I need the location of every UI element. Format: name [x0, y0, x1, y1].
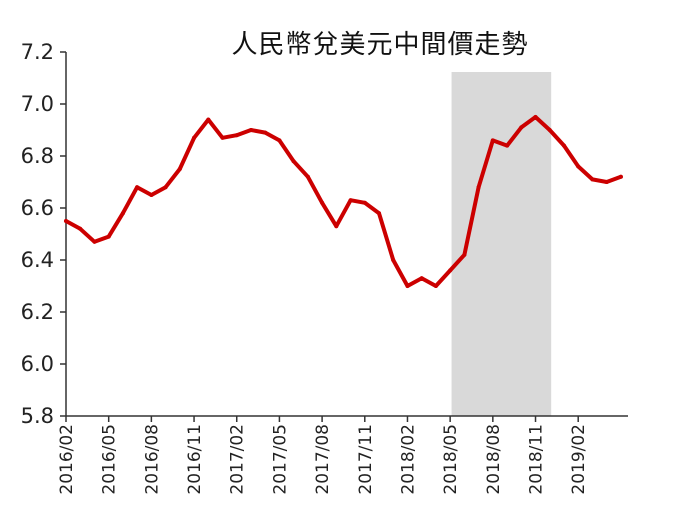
x-tick-label: 2016/08: [142, 424, 162, 495]
data-point: [220, 135, 225, 140]
data-point: [135, 185, 140, 190]
data-point: [433, 284, 438, 288]
data-point: [505, 143, 510, 148]
data-point: [362, 200, 367, 205]
data-point: [234, 133, 239, 138]
x-tick-label: 2018/11: [527, 424, 547, 495]
series-line: [64, 115, 623, 288]
y-tick-label: 6.2: [21, 300, 54, 324]
x-tick-label: 2018/08: [484, 424, 504, 495]
data-point: [405, 284, 410, 288]
data-point: [106, 234, 111, 239]
data-point: [448, 268, 453, 273]
data-point: [547, 128, 552, 132]
data-point: [519, 125, 524, 130]
data-point: [462, 252, 467, 257]
x-tick-label: 2017/05: [270, 424, 290, 495]
data-point: [391, 258, 396, 262]
y-tick-label: 7.0: [21, 92, 54, 116]
data-point: [163, 185, 168, 190]
data-point: [64, 219, 68, 223]
data-point: [533, 115, 538, 119]
data-point: [320, 200, 325, 205]
data-point: [562, 143, 566, 148]
data-point: [149, 193, 154, 197]
data-point: [177, 167, 182, 171]
data-point: [192, 135, 197, 140]
data-point: [590, 177, 595, 182]
data-point: [490, 138, 495, 143]
data-point: [618, 174, 623, 179]
data-point: [348, 198, 353, 203]
data-point: [576, 164, 581, 169]
x-tick-label: 2018/02: [398, 424, 418, 495]
y-tick-label: 6.0: [21, 352, 54, 376]
data-point: [476, 185, 481, 190]
y-tick-label: 6.6: [21, 196, 54, 220]
chart-title: 人民幣兌美元中間價走勢: [231, 30, 529, 60]
data-point: [305, 174, 310, 179]
data-point: [291, 159, 296, 164]
data-point: [604, 180, 609, 184]
data-point: [334, 224, 339, 229]
x-tick-label: 2016/02: [57, 424, 77, 495]
data-point: [277, 138, 282, 143]
x-tick-label: 2016/05: [100, 424, 120, 495]
x-tick-label: 2017/08: [313, 424, 333, 495]
data-point: [263, 130, 268, 135]
data-point: [249, 128, 253, 132]
data-point: [78, 226, 83, 231]
x-tick-label: 2017/11: [356, 424, 376, 495]
data-point: [377, 211, 381, 216]
data-point: [120, 211, 125, 216]
x-tick-label: 2019/02: [569, 424, 589, 495]
x-tick-label: 2016/11: [185, 424, 205, 495]
data-point: [419, 276, 424, 281]
data-point: [206, 117, 211, 122]
y-tick-label: 6.4: [21, 248, 54, 272]
data-point: [92, 239, 97, 244]
x-tick-label: 2018/05: [441, 424, 461, 495]
y-tick-label: 6.8: [21, 144, 54, 168]
x-tick-label: 2017/02: [228, 424, 248, 495]
y-tick-label: 7.2: [21, 40, 54, 64]
y-tick-label: 5.8: [21, 404, 54, 428]
